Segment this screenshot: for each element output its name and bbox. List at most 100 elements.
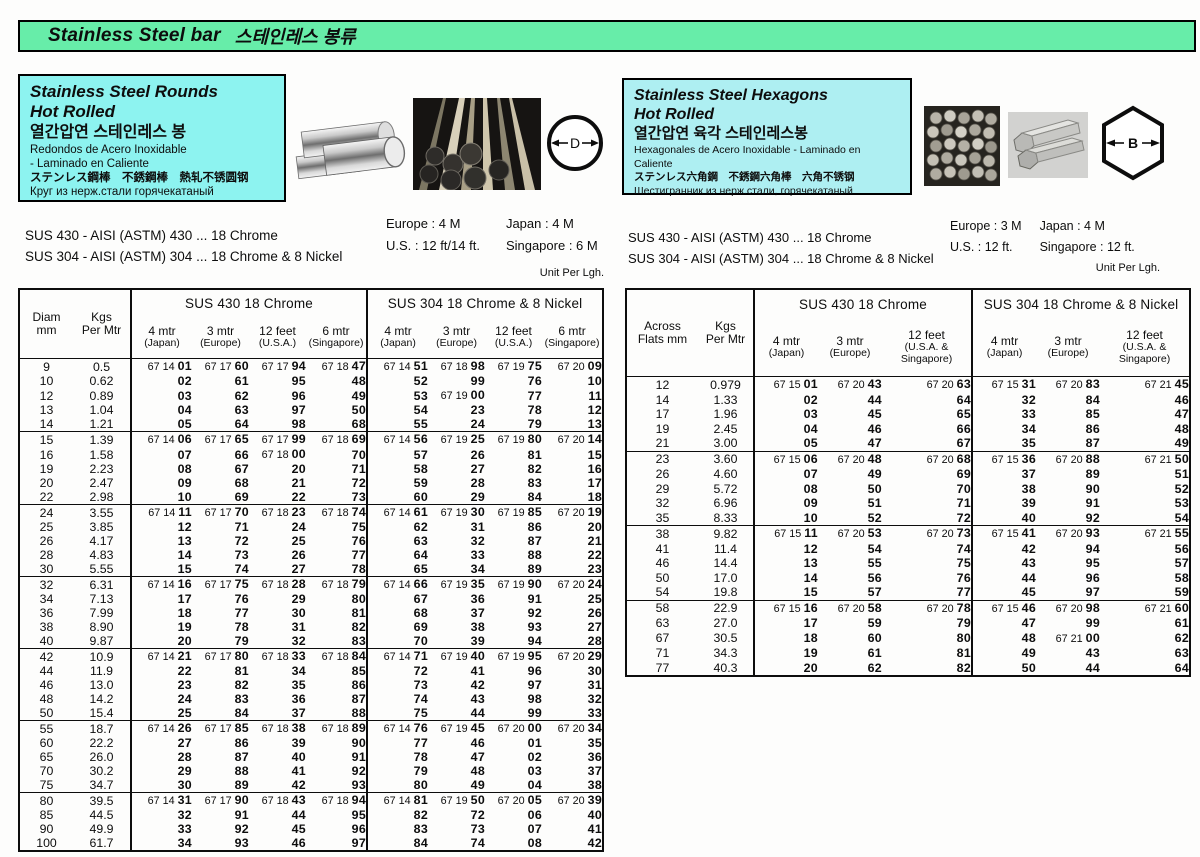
part-code-cell: 34	[291, 664, 306, 678]
weight-cell: 5.72	[713, 481, 738, 496]
part-code-cell: 61	[867, 646, 882, 660]
part-code-cell: 26	[470, 447, 486, 462]
part-code-cell: 67 18 28	[249, 576, 306, 592]
part-code-cell: 23	[130, 678, 192, 692]
part-code-cell: 67 18 38	[249, 720, 306, 736]
part-code-cell: 67 18 23	[249, 504, 306, 520]
size-cell: 32	[19, 576, 73, 592]
part-code-cell: 67 15 06	[753, 450, 818, 467]
weight-cell: 4.83	[89, 548, 114, 562]
size-cell: 26	[39, 534, 54, 548]
part-code-cell: 88	[351, 706, 367, 720]
part-code-cell: 71	[234, 520, 249, 534]
size-cell: 19	[655, 421, 670, 436]
part-code-cell: 67 18 79	[306, 576, 368, 592]
part-code-cell: 33	[470, 548, 486, 562]
part-code-cell: 11	[588, 388, 603, 403]
part-code-cell: 71	[956, 496, 972, 510]
part-code-cell: 67 14 81	[366, 792, 429, 808]
weight-cell: 3.85	[89, 520, 114, 534]
part-code-cell: 64	[956, 392, 972, 407]
part-code-cell: 93	[234, 836, 249, 850]
part-code-cell: 67 17 94	[249, 358, 306, 374]
weight-cell: 0.89	[89, 388, 114, 403]
part-code-cell: 54	[867, 541, 882, 556]
part-code-cell: 67 21 60	[1100, 599, 1191, 616]
part-code-cell: 99	[1085, 616, 1101, 630]
part-code-cell: 72	[234, 534, 249, 548]
part-code-cell: 79	[234, 634, 249, 648]
part-code-cell: 38	[470, 620, 486, 634]
part-code-cell: 31	[470, 520, 486, 534]
part-code-cell: 67 20 43	[818, 376, 882, 393]
size-cell: 19	[39, 462, 54, 476]
weight-cell: 2.45	[713, 421, 738, 436]
table-row: 10 0.62 02 61 95 48 52 99 76 10	[19, 374, 603, 388]
table-row: 70 30.2 29 88 41 92 79 48 03 37	[19, 764, 603, 778]
part-code-cell: 73	[366, 678, 429, 692]
weight-cell: 40.3	[713, 660, 738, 675]
part-code-cell: 31	[291, 620, 306, 634]
part-code-cell: 67 21 00	[1055, 630, 1101, 645]
part-code-cell: 67 14 56	[366, 431, 429, 447]
part-code-cell: 32	[587, 692, 603, 706]
part-code-cell: 84	[366, 836, 429, 851]
part-code-cell: 09	[130, 476, 192, 490]
weight-cell: 3.60	[698, 450, 754, 467]
part-code-cell: 75	[956, 556, 972, 570]
table-row: 23 3.60 67 15 06 67 20 48 67 20 68 67 15 36 67…	[626, 450, 1191, 467]
part-code-cell: 67 18 33	[249, 648, 306, 664]
part-code-cell: 95	[291, 374, 306, 388]
table-row: 100 61.7 34 93 46 97 84 74 08 42	[19, 836, 603, 851]
part-code-cell: 15	[587, 447, 603, 462]
part-code-cell: 61	[234, 374, 249, 388]
column-header: 12 feet (U.S.A.)	[258, 323, 297, 349]
part-code-cell: 94	[527, 634, 543, 648]
part-code-cell: 72	[956, 510, 972, 525]
part-code-cell: 80	[351, 592, 367, 606]
rounds-title-jp: ステンレス鋼棒 不銹鋼棒 熱轧不锈圆钢	[30, 172, 249, 184]
part-code-cell: 76	[234, 592, 249, 606]
part-code-cell: 55	[867, 556, 882, 570]
table-row: 21 3.00 05 47 67 35 87 49	[626, 436, 1190, 451]
weight-cell: 1.58	[89, 447, 114, 462]
hex-subtitle: Hot Rolled	[634, 106, 714, 123]
part-code-cell: 33	[971, 407, 1037, 422]
table-row: 46 13.0 23 82 35 86 73 42 97 31	[19, 678, 603, 692]
part-code-cell: 02	[527, 750, 543, 764]
size-cell: 36	[39, 606, 54, 620]
part-code-cell: 73	[351, 490, 367, 504]
part-code-cell: 98	[291, 417, 306, 431]
weight-cell: 9.87	[89, 634, 114, 648]
part-code-cell: 80	[956, 631, 972, 645]
weight-cell: 39.5	[73, 792, 131, 808]
size-cell: 12	[626, 376, 698, 393]
part-code-cell: 67 19 35	[428, 576, 486, 592]
weight-cell: 34.7	[89, 778, 114, 792]
part-code-cell: 03	[130, 388, 192, 403]
part-code-cell: 67	[956, 436, 972, 450]
part-code-cell: 74	[470, 836, 486, 850]
part-code-cell: 81	[956, 646, 972, 660]
table-row: 38 9.82 67 15 11 67 20 53 67 20 73 67 15 41 67…	[626, 525, 1191, 542]
part-code-cell: 67 15 41	[971, 525, 1037, 542]
part-code-cell: 30	[291, 606, 306, 620]
part-code-cell: 82	[527, 462, 543, 476]
part-code-cell: 67 20 39	[542, 792, 604, 808]
part-code-cell: 72	[351, 476, 367, 490]
part-code-cell: 67 20 58	[818, 599, 882, 616]
table-row: 17 1.96 03 45 65 33 85 47	[626, 407, 1190, 422]
weight-cell: 30.2	[89, 764, 114, 778]
part-code-cell: 29	[291, 592, 306, 606]
part-code-cell: 87	[527, 534, 543, 548]
part-code-cell: 88	[234, 764, 249, 778]
part-code-cell: 78	[351, 562, 367, 576]
stub-header: Diam mm	[32, 310, 61, 337]
part-code-cell: 19	[753, 646, 818, 661]
part-code-cell: 67 20 53	[818, 525, 882, 542]
size-cell: 13	[39, 403, 54, 417]
part-code-cell: 42	[291, 778, 306, 792]
hexagons-lengths: Europe : 3 M Japan : 4 M U.S. : 12 ft. S…	[950, 219, 1135, 254]
size-cell: 24	[19, 504, 73, 520]
table-row: 75 34.7 30 89 42 93 80 49 04 38	[19, 778, 603, 793]
